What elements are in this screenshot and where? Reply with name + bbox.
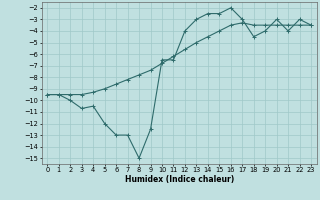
X-axis label: Humidex (Indice chaleur): Humidex (Indice chaleur) bbox=[124, 175, 234, 184]
